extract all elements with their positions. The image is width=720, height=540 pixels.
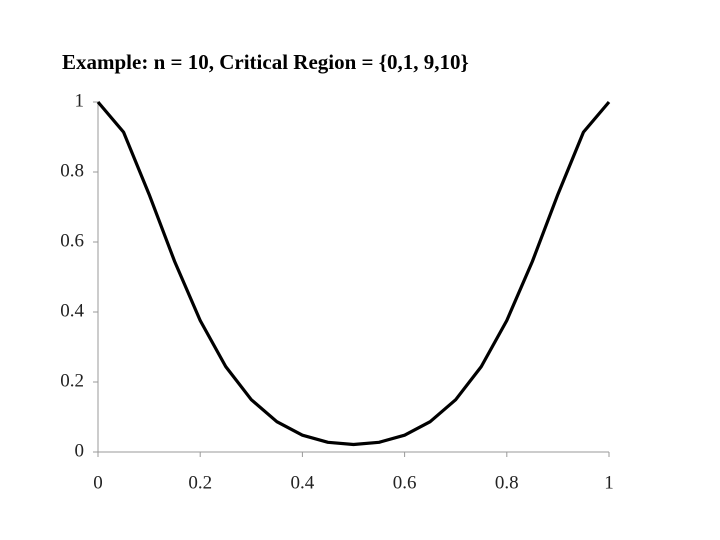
x-tick-label: 0.6 <box>393 472 417 493</box>
y-tick-label: 0.8 <box>60 160 84 181</box>
y-tick-label: 1 <box>75 90 85 111</box>
y-tick-label: 0.2 <box>60 370 84 391</box>
x-tick-label: 0 <box>93 472 103 493</box>
x-tick-label: 1 <box>604 472 614 493</box>
x-tick-label: 0.8 <box>495 472 519 493</box>
x-tick-label: 0.2 <box>188 472 212 493</box>
x-tick-label: 0.4 <box>291 472 315 493</box>
chart-title: Example: n = 10, Critical Region = {0,1,… <box>62 50 469 74</box>
y-tick-label: 0.4 <box>60 300 84 321</box>
line-series <box>96 100 611 447</box>
y-tick-label: 0 <box>75 440 85 461</box>
y-tick-label: 0.6 <box>60 230 84 251</box>
